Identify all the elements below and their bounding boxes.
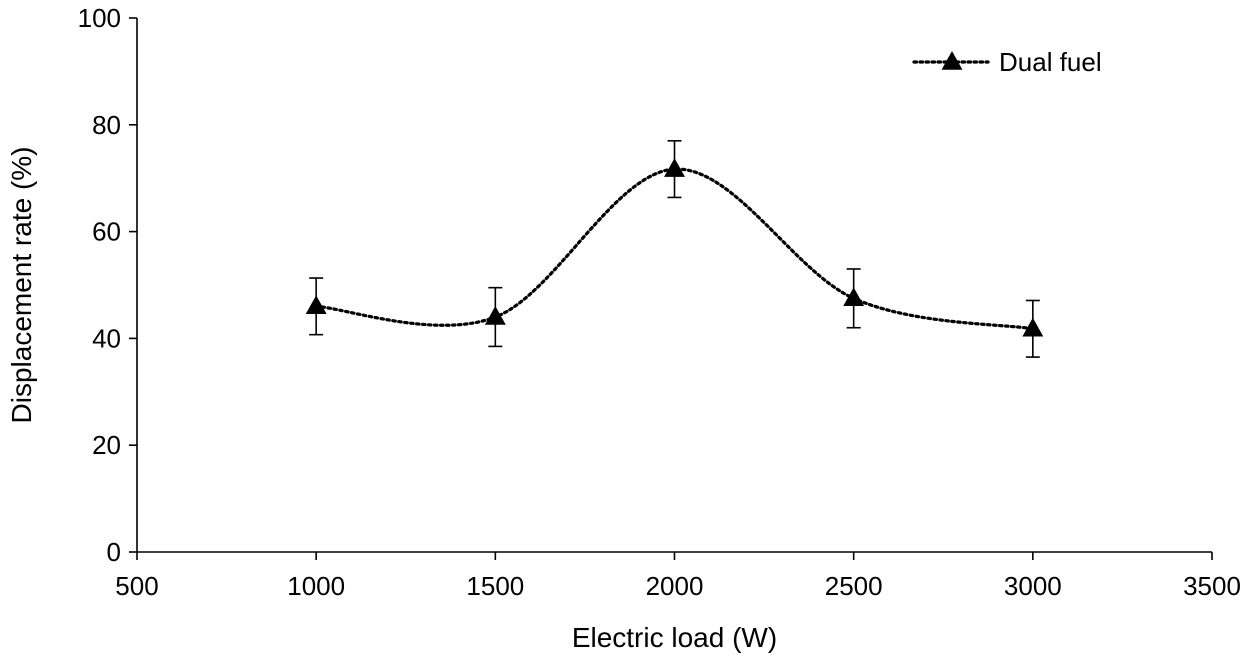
- y-tick-label: 0: [107, 537, 121, 567]
- legend-marker: [941, 51, 963, 70]
- data-point-marker: [664, 158, 685, 177]
- data-point-marker: [305, 295, 327, 315]
- y-tick-label: 60: [92, 217, 121, 247]
- y-tick-label: 40: [92, 323, 121, 353]
- y-tick-label: 80: [92, 110, 121, 140]
- legend: Dual fuel: [912, 47, 1102, 77]
- x-tick-label: 1000: [287, 571, 345, 601]
- x-tick-label: 2500: [825, 571, 883, 601]
- y-tick-label: 100: [78, 3, 121, 33]
- x-tick-label: 3500: [1183, 571, 1241, 601]
- y-axis-title: Displacement rate (%): [6, 147, 37, 424]
- data-point-marker: [1022, 317, 1044, 337]
- data-point-marker: [843, 287, 865, 307]
- legend-label: Dual fuel: [999, 47, 1102, 77]
- x-tick-label: 500: [115, 571, 158, 601]
- data-point-marker: [484, 306, 506, 325]
- ticks: 0 20 40 60 80 100 500 1000 1500 2000 2500 3000 3500: [78, 3, 1241, 601]
- y-tick-label: 20: [92, 430, 121, 460]
- x-tick-label: 2000: [646, 571, 704, 601]
- x-axis-title: Electric load (W): [572, 622, 777, 653]
- x-tick-label: 3000: [1004, 571, 1062, 601]
- axes: [136, 18, 1212, 553]
- x-tick-label: 1500: [466, 571, 524, 601]
- series-layer: [305, 140, 1044, 358]
